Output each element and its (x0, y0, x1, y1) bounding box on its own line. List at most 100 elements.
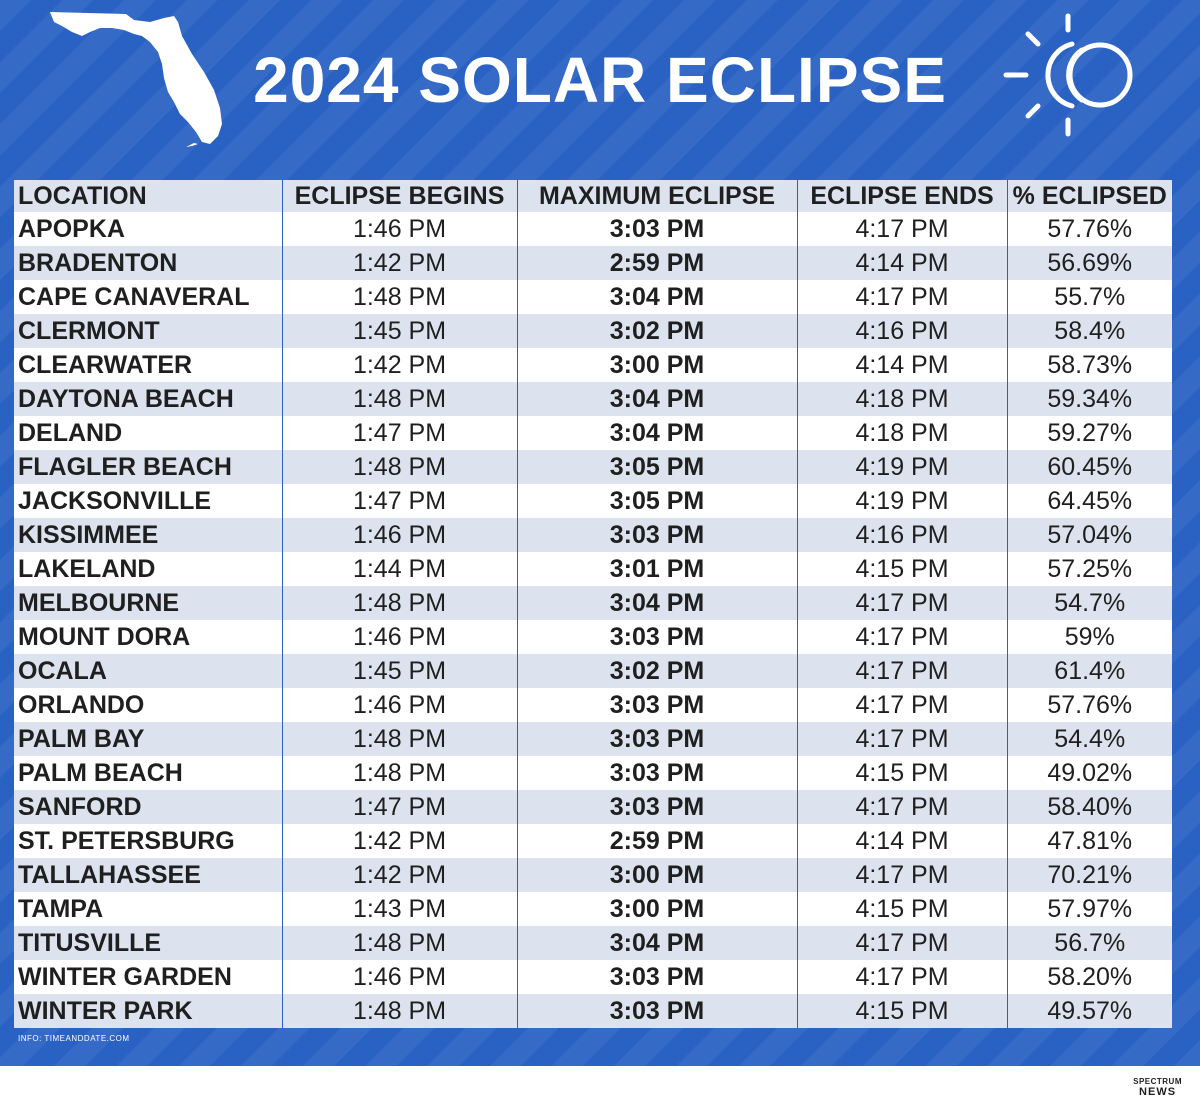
table-row: ST. PETERSBURG 1:42 PM 2:59 PM 4:14 PM 47.81… (14, 824, 1172, 858)
brand-line-2: NEWS (1139, 1086, 1177, 1098)
eclipse-table-container: LOCATION ECLIPSE BEGINS MAXIMUM ECLIPSE … (14, 180, 1172, 1028)
cell-percent-eclipsed: 59% (1006, 620, 1172, 654)
cell-eclipse-ends: 4:17 PM (796, 722, 1007, 756)
cell-maximum-eclipse: 3:03 PM (516, 722, 797, 756)
table-row: LAKELAND 1:44 PM 3:01 PM 4:15 PM 57.25% (14, 552, 1172, 586)
cell-eclipse-begins: 1:48 PM (281, 722, 517, 756)
table-row: OCALA 1:45 PM 3:02 PM 4:17 PM 61.4% (14, 654, 1172, 688)
cell-eclipse-ends: 4:14 PM (796, 348, 1007, 382)
cell-location: PALM BEACH (14, 756, 282, 790)
cell-location: KISSIMMEE (14, 518, 282, 552)
cell-percent-eclipsed: 60.45% (1006, 450, 1172, 484)
table-row: MOUNT DORA 1:46 PM 3:03 PM 4:17 PM 59% (14, 620, 1172, 654)
cell-maximum-eclipse: 3:00 PM (516, 858, 797, 892)
cell-location: ST. PETERSBURG (14, 824, 282, 858)
cell-eclipse-begins: 1:42 PM (281, 348, 517, 382)
cell-location: CLERMONT (14, 314, 282, 348)
page-title: 2024 SOLAR ECLIPSE (253, 44, 947, 116)
cell-percent-eclipsed: 56.69% (1006, 246, 1172, 280)
cell-maximum-eclipse: 3:02 PM (516, 654, 797, 688)
cell-percent-eclipsed: 58.4% (1006, 314, 1172, 348)
cell-maximum-eclipse: 3:05 PM (516, 484, 797, 518)
cell-percent-eclipsed: 47.81% (1006, 824, 1172, 858)
cell-eclipse-ends: 4:17 PM (796, 280, 1007, 314)
table-row: PALM BEACH 1:48 PM 3:03 PM 4:15 PM 49.02% (14, 756, 1172, 790)
cell-location: OCALA (14, 654, 282, 688)
table-row: TITUSVILLE 1:48 PM 3:04 PM 4:17 PM 56.7% (14, 926, 1172, 960)
cell-maximum-eclipse: 2:59 PM (516, 824, 797, 858)
table-row: WINTER PARK 1:48 PM 3:03 PM 4:15 PM 49.57% (14, 994, 1172, 1028)
cell-percent-eclipsed: 58.73% (1006, 348, 1172, 382)
cell-maximum-eclipse: 3:03 PM (516, 620, 797, 654)
cell-location: DAYTONA BEACH (14, 382, 282, 416)
eclipse-times-table: LOCATION ECLIPSE BEGINS MAXIMUM ECLIPSE … (14, 180, 1172, 1028)
cell-eclipse-begins: 1:45 PM (281, 654, 517, 688)
header-percent-eclipsed: % ECLIPSED (1006, 180, 1172, 212)
table-row: FLAGLER BEACH 1:48 PM 3:05 PM 4:19 PM 60.45% (14, 450, 1172, 484)
cell-eclipse-begins: 1:48 PM (281, 994, 517, 1028)
cell-eclipse-begins: 1:47 PM (281, 416, 517, 450)
cell-eclipse-ends: 4:17 PM (796, 790, 1007, 824)
cell-percent-eclipsed: 57.04% (1006, 518, 1172, 552)
table-header-row: LOCATION ECLIPSE BEGINS MAXIMUM ECLIPSE … (14, 180, 1172, 212)
cell-eclipse-begins: 1:46 PM (281, 518, 517, 552)
cell-location: CAPE CANAVERAL (14, 280, 282, 314)
cell-eclipse-ends: 4:19 PM (796, 484, 1007, 518)
table-row: CLEARWATER 1:42 PM 3:00 PM 4:14 PM 58.73% (14, 348, 1172, 382)
cell-eclipse-begins: 1:47 PM (281, 484, 517, 518)
cell-location: TALLAHASSEE (14, 858, 282, 892)
cell-maximum-eclipse: 3:00 PM (516, 348, 797, 382)
cell-location: MOUNT DORA (14, 620, 282, 654)
cell-percent-eclipsed: 58.20% (1006, 960, 1172, 994)
table-row: DAYTONA BEACH 1:48 PM 3:04 PM 4:18 PM 59.34% (14, 382, 1172, 416)
cell-location: FLAGLER BEACH (14, 450, 282, 484)
cell-eclipse-ends: 4:17 PM (796, 586, 1007, 620)
cell-eclipse-begins: 1:48 PM (281, 756, 517, 790)
spectrum-news-logo: SPECTRUM NEWS (1133, 1076, 1182, 1098)
cell-location: CLEARWATER (14, 348, 282, 382)
cell-percent-eclipsed: 64.45% (1006, 484, 1172, 518)
cell-location: WINTER GARDEN (14, 960, 282, 994)
table-row: CLERMONT 1:45 PM 3:02 PM 4:16 PM 58.4% (14, 314, 1172, 348)
cell-eclipse-ends: 4:16 PM (796, 314, 1007, 348)
cell-eclipse-ends: 4:18 PM (796, 382, 1007, 416)
cell-maximum-eclipse: 3:04 PM (516, 926, 797, 960)
table-row: CAPE CANAVERAL 1:48 PM 3:04 PM 4:17 PM 55.7% (14, 280, 1172, 314)
header-maximum-eclipse: MAXIMUM ECLIPSE (516, 180, 797, 212)
cell-eclipse-begins: 1:42 PM (281, 246, 517, 280)
cell-eclipse-ends: 4:15 PM (796, 552, 1007, 586)
brand-line-1: SPECTRUM (1133, 1077, 1182, 1086)
cell-location: APOPKA (14, 212, 282, 246)
cell-eclipse-begins: 1:42 PM (281, 824, 517, 858)
cell-percent-eclipsed: 57.97% (1006, 892, 1172, 926)
cell-eclipse-ends: 4:17 PM (796, 212, 1007, 246)
cell-maximum-eclipse: 3:03 PM (516, 756, 797, 790)
cell-eclipse-begins: 1:46 PM (281, 688, 517, 722)
cell-maximum-eclipse: 3:04 PM (516, 382, 797, 416)
cell-maximum-eclipse: 3:01 PM (516, 552, 797, 586)
table-body: APOPKA 1:46 PM 3:03 PM 4:17 PM 57.76% BRADENT… (14, 212, 1172, 1028)
cell-location: SANFORD (14, 790, 282, 824)
cell-percent-eclipsed: 61.4% (1006, 654, 1172, 688)
cell-eclipse-ends: 4:17 PM (796, 688, 1007, 722)
cell-location: LAKELAND (14, 552, 282, 586)
table-row: MELBOURNE 1:48 PM 3:04 PM 4:17 PM 54.7% (14, 586, 1172, 620)
table-row: TALLAHASSEE 1:42 PM 3:00 PM 4:17 PM 70.21% (14, 858, 1172, 892)
cell-maximum-eclipse: 3:04 PM (516, 586, 797, 620)
cell-eclipse-ends: 4:17 PM (796, 960, 1007, 994)
cell-percent-eclipsed: 54.4% (1006, 722, 1172, 756)
cell-maximum-eclipse: 3:03 PM (516, 688, 797, 722)
source-credit: INFO: TIMEANDDATE.COM (18, 1034, 130, 1043)
cell-maximum-eclipse: 3:03 PM (516, 960, 797, 994)
cell-eclipse-begins: 1:42 PM (281, 858, 517, 892)
cell-percent-eclipsed: 57.76% (1006, 688, 1172, 722)
cell-eclipse-ends: 4:18 PM (796, 416, 1007, 450)
eclipse-sun-icon (1003, 13, 1133, 137)
cell-percent-eclipsed: 59.27% (1006, 416, 1172, 450)
cell-percent-eclipsed: 57.25% (1006, 552, 1172, 586)
cell-maximum-eclipse: 3:03 PM (516, 212, 797, 246)
cell-maximum-eclipse: 3:04 PM (516, 280, 797, 314)
cell-percent-eclipsed: 59.34% (1006, 382, 1172, 416)
cell-location: TITUSVILLE (14, 926, 282, 960)
cell-maximum-eclipse: 3:03 PM (516, 518, 797, 552)
